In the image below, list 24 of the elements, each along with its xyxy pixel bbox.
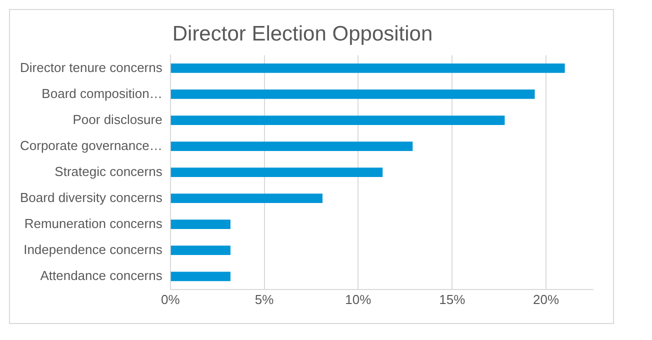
chart-title: Director Election Opposition <box>172 22 433 46</box>
bar <box>170 194 323 204</box>
y-tick-label: Board composition… <box>42 86 162 101</box>
x-tick-label: 5% <box>254 292 274 307</box>
y-tick-label: Strategic concerns <box>54 164 163 179</box>
y-tick-label: Remuneration concerns <box>24 216 163 231</box>
y-tick-label: Independence concerns <box>24 242 163 257</box>
y-tick-label: Corporate governance… <box>20 138 162 153</box>
bar <box>170 142 413 151</box>
bar <box>170 90 535 99</box>
bar <box>170 220 230 230</box>
x-tick-label: 10% <box>345 292 372 307</box>
x-tick-label: 0% <box>160 292 180 307</box>
bar <box>170 246 230 256</box>
bar <box>170 168 383 177</box>
y-tick-label: Board diversity concerns <box>20 190 163 205</box>
y-tick-label: Director tenure concerns <box>20 60 163 75</box>
bar <box>170 64 565 73</box>
bar <box>170 116 505 125</box>
y-tick-label: Poor disclosure <box>72 112 162 127</box>
x-tick-label: 20% <box>533 292 560 307</box>
y-tick-label: Attendance concerns <box>40 268 163 283</box>
x-tick-label: 15% <box>439 292 466 307</box>
bar <box>170 272 230 282</box>
